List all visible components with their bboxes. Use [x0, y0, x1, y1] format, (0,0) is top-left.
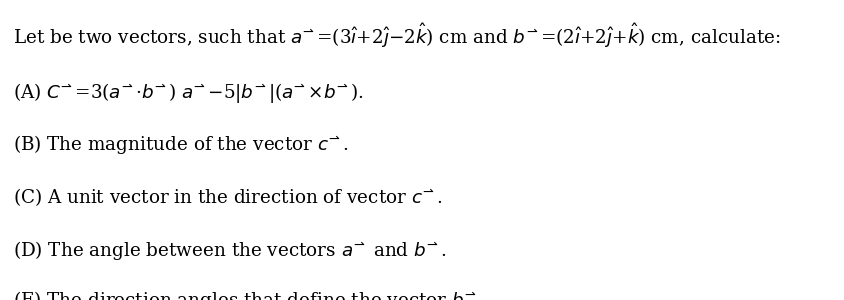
Text: (B) The magnitude of the vector $c^{\!\rightharpoonup}$.: (B) The magnitude of the vector $c^{\!\r…	[13, 134, 348, 157]
Text: (A) $C^{\!\rightharpoonup}$=3($a^{\!\rightharpoonup}$·$b^{\!\rightharpoonup}$) $: (A) $C^{\!\rightharpoonup}$=3($a^{\!\rig…	[13, 81, 363, 105]
Text: (D) The angle between the vectors $a^{\!\rightharpoonup}$ and $b^{\!\rightharpoo: (D) The angle between the vectors $a^{\!…	[13, 238, 446, 262]
Text: (E) The direction angles that define the vector $b^{\!\rightharpoonup}$.: (E) The direction angles that define the…	[13, 290, 484, 300]
Text: Let be two vectors, such that $a^{\!\rightharpoonup}$=(3$\hat{\imath}$+2$\hat{\j: Let be two vectors, such that $a^{\!\rig…	[13, 21, 779, 50]
Text: (C) A unit vector in the direction of vector $c^{\!\rightharpoonup}$.: (C) A unit vector in the direction of ve…	[13, 186, 441, 208]
